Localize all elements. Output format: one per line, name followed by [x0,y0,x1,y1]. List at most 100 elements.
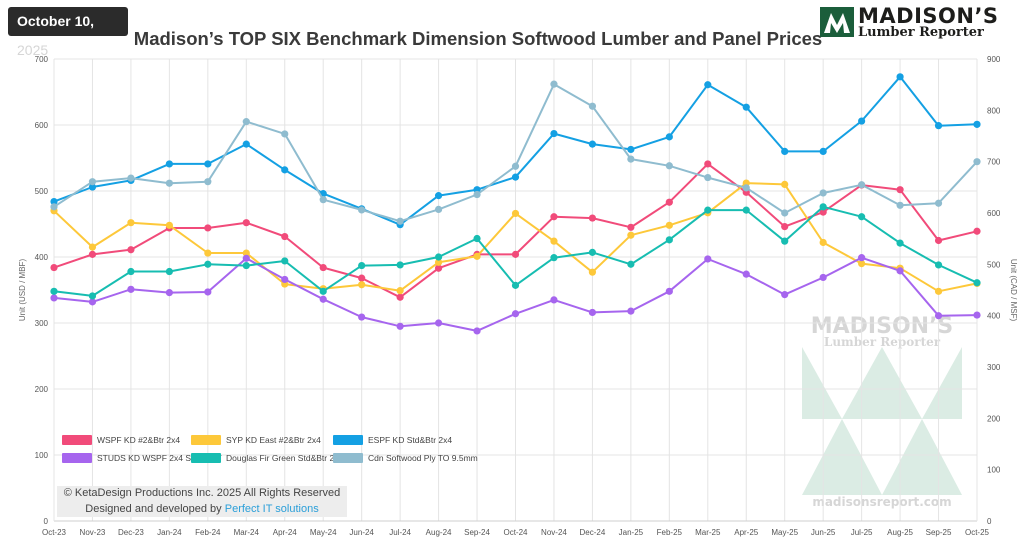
data-point [858,117,866,125]
axes: 0 100 200 300 400 500 600 700 0 100 200 300 400 500 60… [18,55,1018,537]
data-point [781,237,789,245]
data-point [50,263,58,272]
data-point [165,179,173,187]
y-tick-label: 0 [44,517,49,526]
data-point [358,281,366,289]
data-point [511,310,520,318]
x-tick-label: Aug-25 [887,528,913,537]
legend-label: ESPF KD Std&Btr 2x4 [368,435,452,445]
data-point [819,238,827,247]
watermark-line2: Lumber Reporter [824,335,941,349]
x-tick-label: Nov-23 [80,528,106,537]
legend[interactable]: WSPF KD #2&Btr 2x4 SYP KD East #2&Btr 2x4… [62,435,478,463]
series-4 [50,254,981,335]
data-point [934,236,943,245]
watermark-url: madisonsreport.com [812,495,951,509]
y2-tick-label: 900 [987,55,1001,64]
legend-swatch [333,453,363,463]
data-point [50,197,58,206]
legend-swatch [62,453,92,463]
y2-tick-label: 500 [987,260,1001,269]
x-tick-label: May-24 [310,528,337,537]
legend-item[interactable]: SYP KD East #2&Btr 2x4 [191,435,321,445]
data-point [627,231,635,239]
chart-title: Madison’s TOP SIX Benchmark Dimension So… [133,28,823,49]
legend-item[interactable]: Douglas Fir Green Std&Btr 2x4 [191,453,343,463]
series-lines [50,73,981,335]
legend-label: Cdn Softwood Ply TO 9.5mm [368,453,478,463]
x-tick-label: Oct-25 [965,528,990,537]
x-tick-label: Jun-25 [811,528,836,537]
data-point [127,285,135,293]
y-tick-label: 200 [35,385,49,394]
legend-swatch [62,435,92,445]
y2-tick-label: 0 [987,517,992,526]
data-point [88,178,97,186]
legend-label: Douglas Fir Green Std&Btr 2x4 [226,453,343,463]
data-point [704,81,712,89]
data-point [819,147,827,155]
series-1 [50,160,981,301]
date-month-day: October 10, [17,13,95,29]
data-point [511,250,520,258]
legend-item[interactable]: Cdn Softwood Ply TO 9.5mm [333,453,478,463]
watermark-triangle-2 [882,347,962,419]
y-tick-label: 100 [35,451,49,460]
data-point [396,287,404,295]
watermark-line1: MADISON’S [811,314,954,339]
data-point [204,249,212,257]
x-tick-label: Sep-24 [464,528,490,537]
data-point [434,253,443,261]
data-point [665,162,673,170]
x-tick-label: Jan-25 [619,528,644,537]
legend-swatch [191,435,221,445]
data-point [88,183,97,191]
data-point [704,255,712,263]
data-point [588,214,597,222]
legend-item[interactable]: ESPF KD Std&Btr 2x4 [333,435,452,445]
data-point [819,203,827,211]
x-tick-label: Jan-24 [157,528,182,537]
legend-item[interactable]: STUDS KD WSPF 2x4 Stud PET [62,453,222,463]
data-point [896,186,904,194]
legend-label: SYP KD East #2&Btr 2x4 [226,435,321,445]
x-tick-label: Feb-24 [195,528,221,537]
data-point [165,221,173,229]
data-point [588,102,597,110]
y2-tick-label: 600 [987,209,1001,218]
data-point [704,160,712,168]
data-point [319,196,327,204]
data-point [934,312,943,320]
developer-link[interactable]: Perfect IT solutions [224,502,319,515]
data-point [896,267,904,275]
watermark-triangle-3 [802,419,882,495]
data-point [665,133,673,141]
x-tick-label: Oct-24 [503,528,528,537]
data-point [473,327,481,335]
data-point [588,140,597,148]
data-point [550,213,558,221]
data-point [434,192,443,200]
legend-item[interactable]: WSPF KD #2&Btr 2x4 [62,435,180,445]
credits-box: © KetaDesign Productions Inc. 2025 All R… [57,486,347,517]
data-point [665,221,673,229]
data-point [550,237,558,245]
copyright-text: © KetaDesign Productions Inc. 2025 All R… [63,487,341,499]
series-2 [50,179,981,295]
data-point [704,206,712,214]
date-year: 2025 [17,42,49,58]
data-point [88,250,97,258]
data-point [434,205,443,214]
data-point [742,270,750,278]
x-tick-label: Oct-23 [42,528,67,537]
data-point [242,118,250,126]
brand-mark-icon [820,7,854,37]
data-point [665,198,673,206]
data-point [473,234,481,243]
y2-tick-label: 700 [987,158,1001,167]
brand-logo: MADISON’S Lumber Reporter [820,4,1020,44]
data-point [973,120,981,128]
data-point [511,281,520,289]
x-tick-label: Dec-23 [118,528,144,537]
data-point [819,208,827,216]
